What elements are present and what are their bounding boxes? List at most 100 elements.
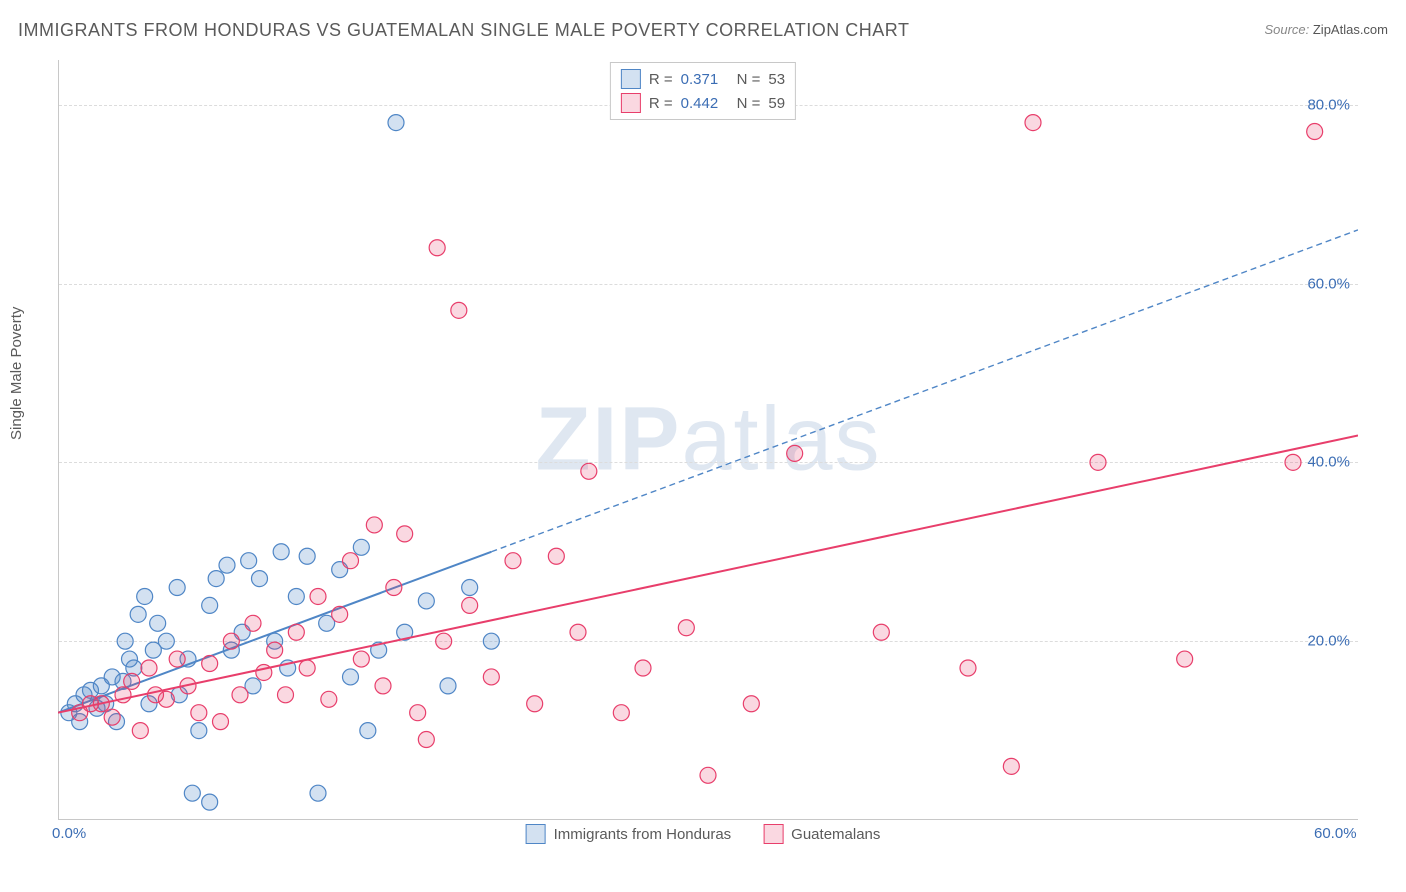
data-point bbox=[208, 571, 224, 587]
data-point bbox=[635, 660, 651, 676]
legend-r-label: R = bbox=[649, 71, 673, 88]
data-point bbox=[158, 691, 174, 707]
data-point bbox=[548, 548, 564, 564]
series-legend: Immigrants from Honduras Guatemalans bbox=[516, 822, 891, 846]
chart-svg bbox=[58, 60, 1358, 820]
legend-series-name: Guatemalans bbox=[791, 826, 880, 843]
data-point bbox=[386, 580, 402, 596]
data-point bbox=[570, 624, 586, 640]
data-point bbox=[137, 588, 153, 604]
data-point bbox=[375, 678, 391, 694]
data-point bbox=[343, 553, 359, 569]
data-point bbox=[150, 615, 166, 631]
data-point bbox=[332, 606, 348, 622]
legend-swatch bbox=[621, 93, 641, 113]
chart-title: IMMIGRANTS FROM HONDURAS VS GUATEMALAN S… bbox=[18, 20, 909, 41]
data-point bbox=[267, 642, 283, 658]
data-point bbox=[1090, 454, 1106, 470]
data-point bbox=[743, 696, 759, 712]
data-point bbox=[321, 691, 337, 707]
data-point bbox=[505, 553, 521, 569]
data-point bbox=[169, 651, 185, 667]
data-point bbox=[241, 553, 257, 569]
data-point bbox=[451, 302, 467, 318]
data-point bbox=[158, 633, 174, 649]
legend-r-value: 0.442 bbox=[681, 95, 729, 112]
data-point bbox=[130, 606, 146, 622]
data-point bbox=[141, 660, 157, 676]
legend-n-value: 59 bbox=[768, 95, 785, 112]
data-point bbox=[960, 660, 976, 676]
data-point bbox=[418, 732, 434, 748]
data-point bbox=[202, 794, 218, 810]
data-point bbox=[1025, 115, 1041, 131]
data-point bbox=[184, 785, 200, 801]
data-point bbox=[252, 571, 268, 587]
data-point bbox=[483, 669, 499, 685]
data-point bbox=[299, 660, 315, 676]
data-point bbox=[353, 651, 369, 667]
data-point bbox=[581, 463, 597, 479]
data-point bbox=[219, 557, 235, 573]
source-value: ZipAtlas.com bbox=[1313, 22, 1388, 37]
data-point bbox=[462, 597, 478, 613]
legend-row: R = 0.442 N = 59 bbox=[621, 91, 785, 115]
data-point bbox=[700, 767, 716, 783]
data-point bbox=[169, 580, 185, 596]
data-point bbox=[310, 785, 326, 801]
data-point bbox=[440, 678, 456, 694]
correlation-legend: R = 0.371 N = 53 R = 0.442 N = 59 bbox=[610, 62, 796, 120]
data-point bbox=[213, 714, 229, 730]
source-label: Source: bbox=[1264, 22, 1312, 37]
data-point bbox=[245, 615, 261, 631]
data-point bbox=[104, 709, 120, 725]
legend-item: Immigrants from Honduras bbox=[526, 824, 732, 844]
legend-n-value: 53 bbox=[768, 71, 785, 88]
legend-r-label: R = bbox=[649, 95, 673, 112]
data-point bbox=[1285, 454, 1301, 470]
source-credit: Source: ZipAtlas.com bbox=[1264, 22, 1388, 37]
data-point bbox=[1177, 651, 1193, 667]
data-point bbox=[288, 588, 304, 604]
data-point bbox=[353, 539, 369, 555]
data-point bbox=[360, 723, 376, 739]
legend-row: R = 0.371 N = 53 bbox=[621, 67, 785, 91]
data-point bbox=[343, 669, 359, 685]
data-point bbox=[483, 633, 499, 649]
data-point bbox=[132, 723, 148, 739]
data-point bbox=[299, 548, 315, 564]
data-point bbox=[117, 633, 133, 649]
legend-n-label: N = bbox=[737, 95, 761, 112]
data-point bbox=[462, 580, 478, 596]
data-point bbox=[124, 673, 140, 689]
data-point bbox=[410, 705, 426, 721]
data-point bbox=[273, 544, 289, 560]
legend-r-value: 0.371 bbox=[681, 71, 729, 88]
x-tick-label: 0.0% bbox=[52, 825, 86, 842]
legend-series-name: Immigrants from Honduras bbox=[554, 826, 732, 843]
y-axis-label: Single Male Poverty bbox=[8, 307, 25, 440]
data-point bbox=[873, 624, 889, 640]
data-point bbox=[418, 593, 434, 609]
data-point bbox=[202, 656, 218, 672]
legend-item: Guatemalans bbox=[763, 824, 880, 844]
data-point bbox=[397, 526, 413, 542]
legend-swatch bbox=[526, 824, 546, 844]
data-point bbox=[787, 445, 803, 461]
data-point bbox=[388, 115, 404, 131]
data-point bbox=[191, 723, 207, 739]
data-point bbox=[202, 597, 218, 613]
data-point bbox=[436, 633, 452, 649]
data-point bbox=[429, 240, 445, 256]
data-point bbox=[288, 624, 304, 640]
data-point bbox=[278, 687, 294, 703]
data-point bbox=[1003, 758, 1019, 774]
legend-n-label: N = bbox=[737, 71, 761, 88]
data-point bbox=[223, 633, 239, 649]
data-point bbox=[613, 705, 629, 721]
data-point bbox=[310, 588, 326, 604]
trend-line-extrapolated bbox=[491, 230, 1358, 552]
legend-swatch bbox=[763, 824, 783, 844]
data-point bbox=[1307, 124, 1323, 140]
legend-swatch bbox=[621, 69, 641, 89]
